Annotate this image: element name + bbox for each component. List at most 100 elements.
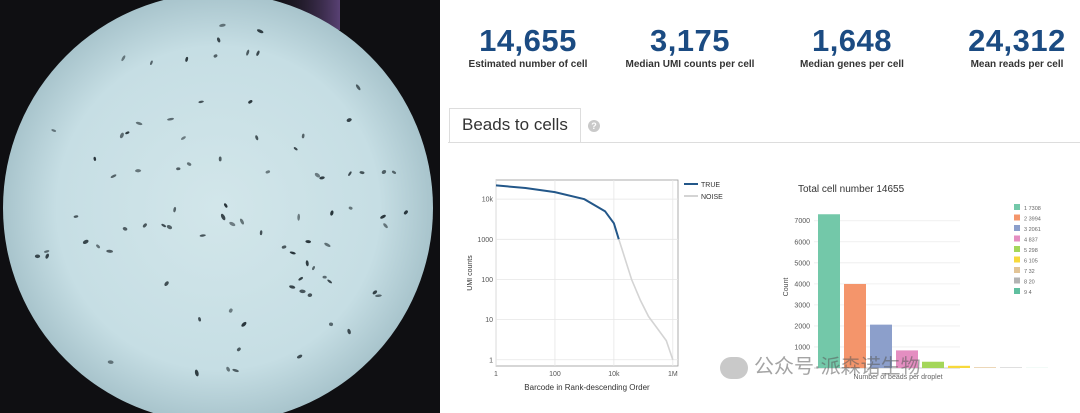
cell-dot: [226, 366, 230, 372]
cell-dot: [327, 279, 333, 284]
cell-dot: [403, 210, 408, 215]
cell-dot: [219, 23, 226, 27]
cell-dot: [289, 251, 296, 255]
cell-dot: [256, 50, 260, 56]
legend-swatch: [1014, 204, 1020, 210]
series-line-true: [495, 184, 620, 240]
x-tick-label: 100: [549, 371, 561, 378]
cell-dot: [307, 293, 313, 298]
cell-dot: [297, 213, 301, 221]
legend-label: TRUE: [701, 182, 720, 189]
cell-dot: [218, 156, 222, 162]
cell-dot: [194, 369, 199, 377]
rank-plot-lines: [495, 184, 674, 361]
cell-dot: [135, 169, 142, 173]
cell-dot: [380, 214, 386, 219]
y-axis-title: Count: [783, 278, 790, 297]
cell-dot: [229, 221, 236, 227]
cell-dot: [359, 171, 365, 175]
rank-plot-grid: [495, 179, 679, 367]
cell-dot: [348, 171, 352, 176]
bar-5: [922, 361, 944, 368]
cell-dot: [281, 245, 287, 249]
stat-value: 1,648: [811, 23, 893, 58]
cell-dot: [324, 242, 331, 247]
cell-dot: [43, 250, 50, 253]
stat-label: Median UMI counts per cell: [625, 59, 755, 70]
cell-dot: [259, 230, 263, 236]
cell-dot: [199, 234, 206, 237]
cell-dot: [167, 117, 174, 121]
cell-dot: [164, 281, 169, 286]
series-line-noise: [618, 239, 674, 361]
y-tick-label: 100: [481, 277, 493, 284]
bar-chart-legend: 1 7308 2 3994 3 2061 4 837 5 298 6 105 7 32 8 2…: [1014, 204, 1041, 296]
legend-label: 1 7308: [1024, 206, 1041, 212]
cell-dot: [185, 56, 189, 62]
stat-label: Median genes per cell: [800, 59, 904, 70]
cell-dot: [355, 84, 361, 91]
y-tick-label: 5000: [794, 260, 810, 267]
bar-4: [896, 350, 918, 368]
watermark: 公众号·派森诺生物: [720, 350, 921, 379]
cell-dot: [299, 289, 306, 294]
bar-2: [844, 283, 866, 368]
cell-dot: [347, 328, 351, 335]
microscope-image: [0, 0, 440, 413]
cell-dot: [216, 37, 221, 43]
cell-dots: [34, 23, 408, 377]
help-icon[interactable]: ?: [588, 120, 600, 132]
rank-plot-legend: TRUE NOISE: [684, 182, 723, 201]
y-tick-label: 1000: [477, 237, 493, 244]
cell-dot: [107, 360, 114, 364]
stat-median-genes: 1,648 Median genes per cell: [790, 22, 914, 70]
cell-dot: [312, 266, 315, 271]
cell-dot: [45, 253, 49, 259]
cell-dot: [213, 54, 218, 58]
tab-beads-to-cells[interactable]: Beads to cells: [449, 108, 581, 143]
stat-label: Mean reads per cell: [970, 59, 1064, 70]
legend-label: 9 4: [1024, 290, 1032, 296]
y-tick-label: 10k: [482, 197, 494, 204]
stat-estimated-cells: 14,655 Estimated number of cell: [450, 22, 606, 70]
microscope-field-svg: [3, 0, 433, 413]
cell-dot: [135, 121, 143, 126]
cell-dot: [186, 162, 192, 166]
stat-value: 24,312: [968, 23, 1066, 58]
y-tick-label: 3000: [794, 302, 810, 309]
cell-dot: [296, 354, 303, 359]
y-tick-label: 7000: [794, 218, 810, 225]
cell-dot: [121, 55, 126, 62]
chart-title: Total cell number 14655: [798, 184, 905, 195]
legend-label: 7 32: [1024, 269, 1035, 275]
cell-dot: [298, 277, 303, 281]
cell-dot: [96, 244, 100, 249]
stat-mean-reads: 24,312 Mean reads per cell: [958, 22, 1076, 70]
cell-dot: [375, 294, 382, 298]
cell-dot: [248, 100, 253, 104]
cell-dot: [236, 347, 241, 352]
cell-dot: [110, 174, 117, 178]
legend-label: 4 837: [1024, 238, 1038, 244]
cell-dot: [93, 156, 97, 161]
tab-divider: [448, 142, 1080, 143]
y-axis-title: UMI counts: [467, 255, 474, 291]
cell-dot: [119, 132, 124, 139]
summary-dashboard: 14,655 Estimated number of cell 3,175 Me…: [448, 0, 1080, 413]
cell-dot: [301, 133, 305, 139]
legend-swatch: [1014, 267, 1020, 273]
cell-dot: [246, 49, 250, 56]
cell-dot: [82, 239, 89, 244]
legend-swatch: [1014, 225, 1020, 231]
bar-1: [818, 214, 840, 368]
wechat-logo-icon: [720, 356, 748, 379]
cell-dot: [34, 254, 41, 259]
cell-dot: [142, 223, 147, 228]
cell-dot: [314, 172, 321, 178]
legend-label: 2 3994: [1024, 217, 1041, 223]
cell-dot: [381, 169, 387, 175]
cell-dot: [239, 218, 245, 225]
bar-3: [870, 324, 892, 368]
cell-dot: [293, 147, 298, 151]
beads-per-droplet-chart: Total cell number 14655 1000 2000 3000 4000…: [783, 184, 1048, 381]
